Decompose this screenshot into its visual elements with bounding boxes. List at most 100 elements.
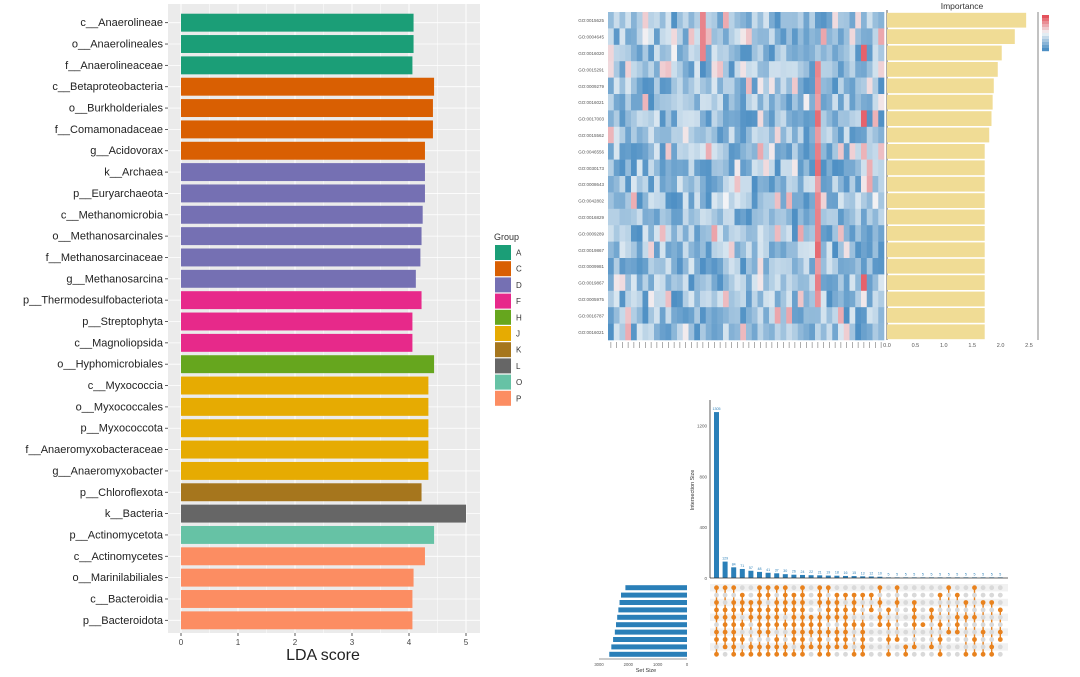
- matrix-dot: [834, 644, 840, 650]
- heatmap-cell: [671, 307, 678, 324]
- matrix-dot: [946, 637, 952, 642]
- heatmap-cell: [826, 192, 833, 210]
- heatmap-cell: [677, 28, 684, 46]
- heatmap-cell: [797, 307, 804, 324]
- matrix-dot: [722, 622, 728, 628]
- matrix-dot: [834, 629, 840, 635]
- heatmap-cell: [763, 274, 770, 292]
- lda-category-label: o__Burkholderiales: [69, 103, 164, 115]
- heatmap-cell: [700, 126, 707, 144]
- heatmap-cell: [849, 290, 856, 308]
- matrix-dot: [954, 637, 960, 642]
- matrix-dot: [731, 614, 737, 620]
- heatmap-cell: [815, 176, 822, 193]
- heatmap-cell: [843, 192, 850, 210]
- heatmap-cell: [746, 110, 753, 128]
- heatmap-cell: [774, 61, 781, 78]
- heatmap-cell: [855, 94, 862, 111]
- heatmap-cell: [648, 258, 655, 275]
- matrix-dot: [920, 607, 926, 613]
- lda-bar: [181, 333, 413, 352]
- heatmap-cell: [705, 44, 712, 62]
- heatmap-cell: [671, 12, 678, 29]
- heatmap-cell: [711, 307, 718, 324]
- heatmap-cell: [763, 28, 770, 46]
- heatmap-cell: [642, 176, 649, 193]
- matrix-dot: [825, 592, 831, 598]
- heatmap-cell: [780, 290, 787, 308]
- heatmap-cell: [803, 159, 810, 177]
- heatmap-cell: [866, 208, 873, 226]
- heatmap-cell: [763, 159, 770, 177]
- matrix-dot: [868, 600, 874, 605]
- heatmap-cell: [688, 208, 695, 226]
- matrix-dot: [757, 592, 762, 598]
- heatmap-cell: [723, 176, 730, 193]
- heatmap-cell: [665, 44, 672, 62]
- heatmap-cell: [688, 307, 695, 324]
- heatmap-cell: [786, 192, 793, 210]
- heatmap-cell: [711, 143, 718, 160]
- matrix-dot: [980, 622, 986, 628]
- heatmap-cell: [740, 94, 747, 111]
- heatmap-cell: [843, 208, 850, 226]
- heatmap-cell: [803, 110, 810, 128]
- heatmap-cell: [826, 208, 833, 226]
- heatmap-cell: [861, 94, 868, 111]
- matrix-dot: [868, 592, 874, 598]
- intersection-value-label: 5: [913, 572, 915, 576]
- matrix-dot: [877, 585, 883, 591]
- heatmap-cell: [878, 12, 885, 29]
- heatmap-cell: [751, 192, 758, 210]
- heatmap-cell: [636, 225, 643, 242]
- heatmap-cell: [843, 225, 850, 242]
- matrix-dot: [954, 644, 960, 650]
- heatmap-cell: [688, 110, 695, 128]
- heatmap-cell: [792, 110, 799, 128]
- matrix-dot: [929, 600, 934, 605]
- matrix-dot: [946, 651, 952, 657]
- lda-x-tick-label: 2: [293, 638, 298, 647]
- heatmap-cell: [843, 241, 850, 259]
- heatmap-cell: [769, 290, 776, 308]
- lda-bar: [181, 205, 423, 224]
- colorbar-step: [1042, 36, 1049, 40]
- heatmap-cell: [717, 126, 724, 144]
- heatmap-cell: [803, 258, 810, 275]
- matrix-dot: [765, 592, 771, 598]
- matrix-dot: [980, 592, 986, 598]
- heatmap-cell: [809, 176, 816, 193]
- heatmap-cell: [717, 176, 724, 193]
- heatmap-cell: [861, 192, 868, 210]
- heatmap-cell: [855, 290, 862, 308]
- matrix-dot: [748, 622, 754, 628]
- heatmap-cell: [671, 28, 678, 46]
- heatmap-cell: [682, 28, 689, 46]
- matrix-dot: [825, 622, 831, 628]
- heatmap-cell: [878, 44, 885, 62]
- matrix-dot: [963, 651, 969, 657]
- intersection-value-label: 1305: [713, 407, 721, 411]
- matrix-row-shade: [710, 598, 1008, 607]
- lda-category-label: o__Anaerolineales: [72, 39, 164, 51]
- importance-title: Importance: [941, 1, 984, 11]
- heatmap-cell: [682, 12, 689, 29]
- heatmap-cell: [861, 12, 868, 29]
- heatmap-cell: [872, 28, 879, 46]
- heatmap-cell: [677, 192, 684, 210]
- heatmap-cell: [677, 208, 684, 226]
- heatmap-cell: [711, 290, 718, 308]
- heatmap-cell: [763, 110, 770, 128]
- matrix-dot: [843, 607, 848, 613]
- matrix-dot: [731, 651, 737, 657]
- heatmap-cell: [809, 258, 816, 275]
- heatmap-cell: [631, 94, 638, 111]
- lda-category-label: k__Bacteria: [105, 508, 164, 520]
- lda-legend-swatch: [495, 277, 511, 293]
- heatmap-cell: [619, 274, 626, 292]
- heatmap-cell: [688, 290, 695, 308]
- heatmap-cell: [648, 274, 655, 292]
- matrix-dot: [757, 600, 762, 605]
- heatmap-cell: [654, 241, 661, 259]
- heatmap-cell: [711, 61, 718, 78]
